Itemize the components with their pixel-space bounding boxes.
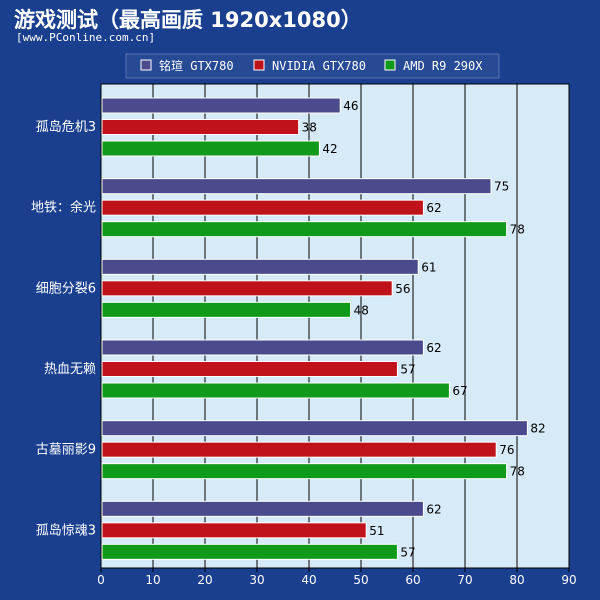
x-axis: 0 10 20 30 40 50 60 70 80 90 xyxy=(97,568,577,587)
bar-value-label: 57 xyxy=(400,545,415,559)
category-label: 孤岛惊魂3 xyxy=(36,522,96,538)
bar-value-label: 42 xyxy=(322,142,337,156)
bar xyxy=(101,522,367,539)
chart-title: 游戏测试（最高画质 1920x1080） xyxy=(14,8,362,32)
bar-value-label: 48 xyxy=(354,303,369,317)
bar-value-label: 38 xyxy=(302,121,317,135)
x-tick-label: 30 xyxy=(249,573,264,587)
bar xyxy=(101,119,300,135)
bar-value-label: 82 xyxy=(530,422,545,436)
x-tick-label: 40 xyxy=(301,573,316,587)
x-tick-label: 90 xyxy=(561,573,576,587)
bar xyxy=(101,339,424,356)
legend-swatch xyxy=(253,59,265,71)
bar xyxy=(101,140,320,157)
legend-swatch xyxy=(140,59,152,71)
category-label: 地铁：余光 xyxy=(31,200,96,216)
bar-value-label: 56 xyxy=(395,282,410,296)
gridlines xyxy=(152,84,518,568)
x-tick-label: 0 xyxy=(97,573,105,587)
x-tick-label: 80 xyxy=(509,573,524,587)
bar xyxy=(101,382,450,399)
legend: 铭瑄 GTX780 NVIDIA GTX780 AMD R9 290X xyxy=(140,58,483,73)
category-label: 细胞分裂6 xyxy=(36,281,96,296)
bar-value-label: 62 xyxy=(426,201,441,215)
bar xyxy=(101,543,398,560)
bar xyxy=(101,441,497,458)
bar xyxy=(101,97,341,114)
legend-label: AMD R9 290X xyxy=(403,59,483,73)
bar xyxy=(101,301,352,318)
bar-value-label: 51 xyxy=(369,524,384,538)
x-tick-label: 10 xyxy=(145,573,160,587)
bar xyxy=(101,500,424,517)
bar xyxy=(101,420,528,437)
bar xyxy=(101,199,424,216)
x-tick-label: 60 xyxy=(405,573,420,587)
bar-value-label: 78 xyxy=(510,223,525,237)
x-tick-label: 70 xyxy=(457,573,472,587)
bar xyxy=(101,221,508,238)
bar-value-label: 61 xyxy=(421,260,436,274)
category-label: 孤岛危机3 xyxy=(36,119,96,135)
bar xyxy=(101,178,492,195)
bar-value-label: 62 xyxy=(426,341,441,355)
bar xyxy=(101,280,393,297)
x-tick-label: 20 xyxy=(197,573,212,587)
bar xyxy=(101,258,419,275)
bar-value-label: 76 xyxy=(499,443,514,457)
source-label: [www.PConline.com.cn] xyxy=(16,31,156,44)
legend-swatch xyxy=(384,59,396,71)
bar-value-label: 62 xyxy=(426,502,441,516)
legend-box xyxy=(125,53,500,79)
legend-label: NVIDIA GTX780 xyxy=(272,59,366,73)
bar-value-label: 75 xyxy=(494,180,509,194)
category-label: 古墓丽影9 xyxy=(36,443,96,458)
bar-value-label: 67 xyxy=(452,384,467,398)
x-tick-label: 50 xyxy=(353,573,368,587)
bars xyxy=(101,97,528,560)
bar-value-label: 57 xyxy=(400,363,415,377)
legend-label: 铭瑄 GTX780 xyxy=(159,58,234,73)
bar-value-label: 46 xyxy=(343,99,358,113)
value-labels: 46 38 42 75 62 78 61 56 48 62 57 67 82 76 78 62 51 57 xyxy=(302,99,546,559)
bar xyxy=(101,361,398,377)
bar-value-label: 78 xyxy=(510,465,525,479)
bar xyxy=(101,463,508,480)
plot-area xyxy=(100,83,570,569)
category-label: 热血无赖 xyxy=(44,362,96,377)
